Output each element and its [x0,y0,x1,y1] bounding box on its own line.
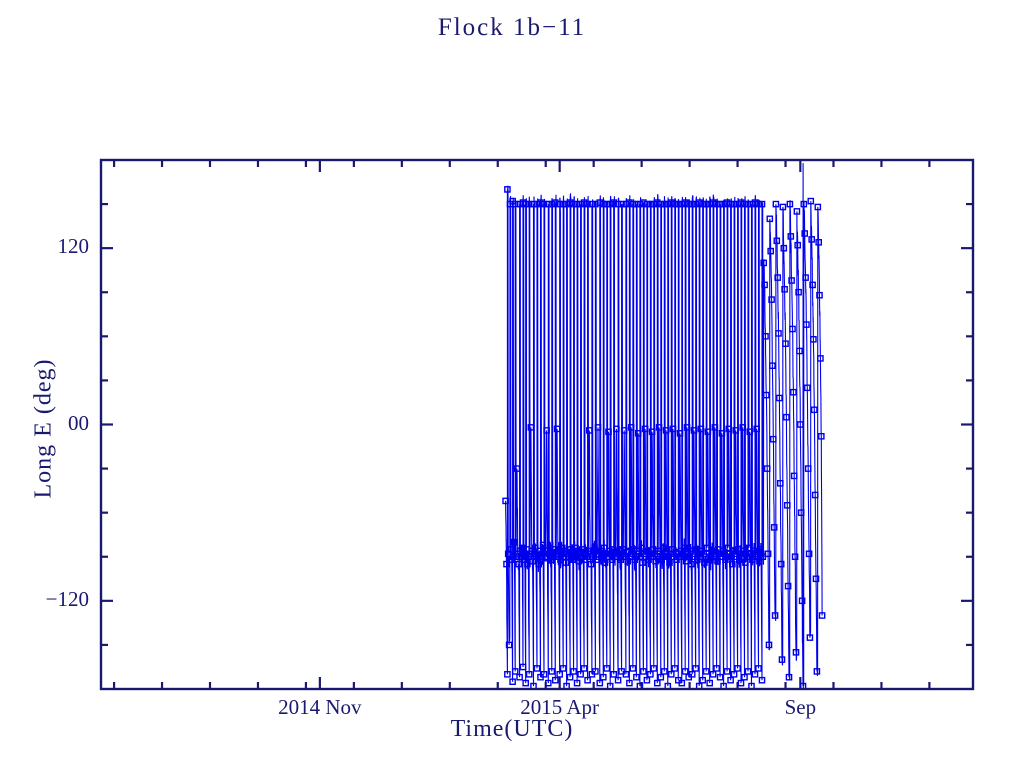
y-tick-label-120: 120 [57,234,90,259]
y-axis-title: Long E (deg) [30,358,57,499]
x-tick-label-sep: Sep [784,695,817,719]
y-tick-label-minus-120: −120 [45,586,89,611]
y-tick-label-0: 00 [68,410,89,435]
x-tick-label-2014-nov: 2014 Nov [278,695,362,719]
x-tick-label-2015-apr: 2015 Apr [520,695,600,719]
page-title: Flock 1b−11 [437,14,587,41]
x-axis-title: Time(UTC) [450,716,574,742]
